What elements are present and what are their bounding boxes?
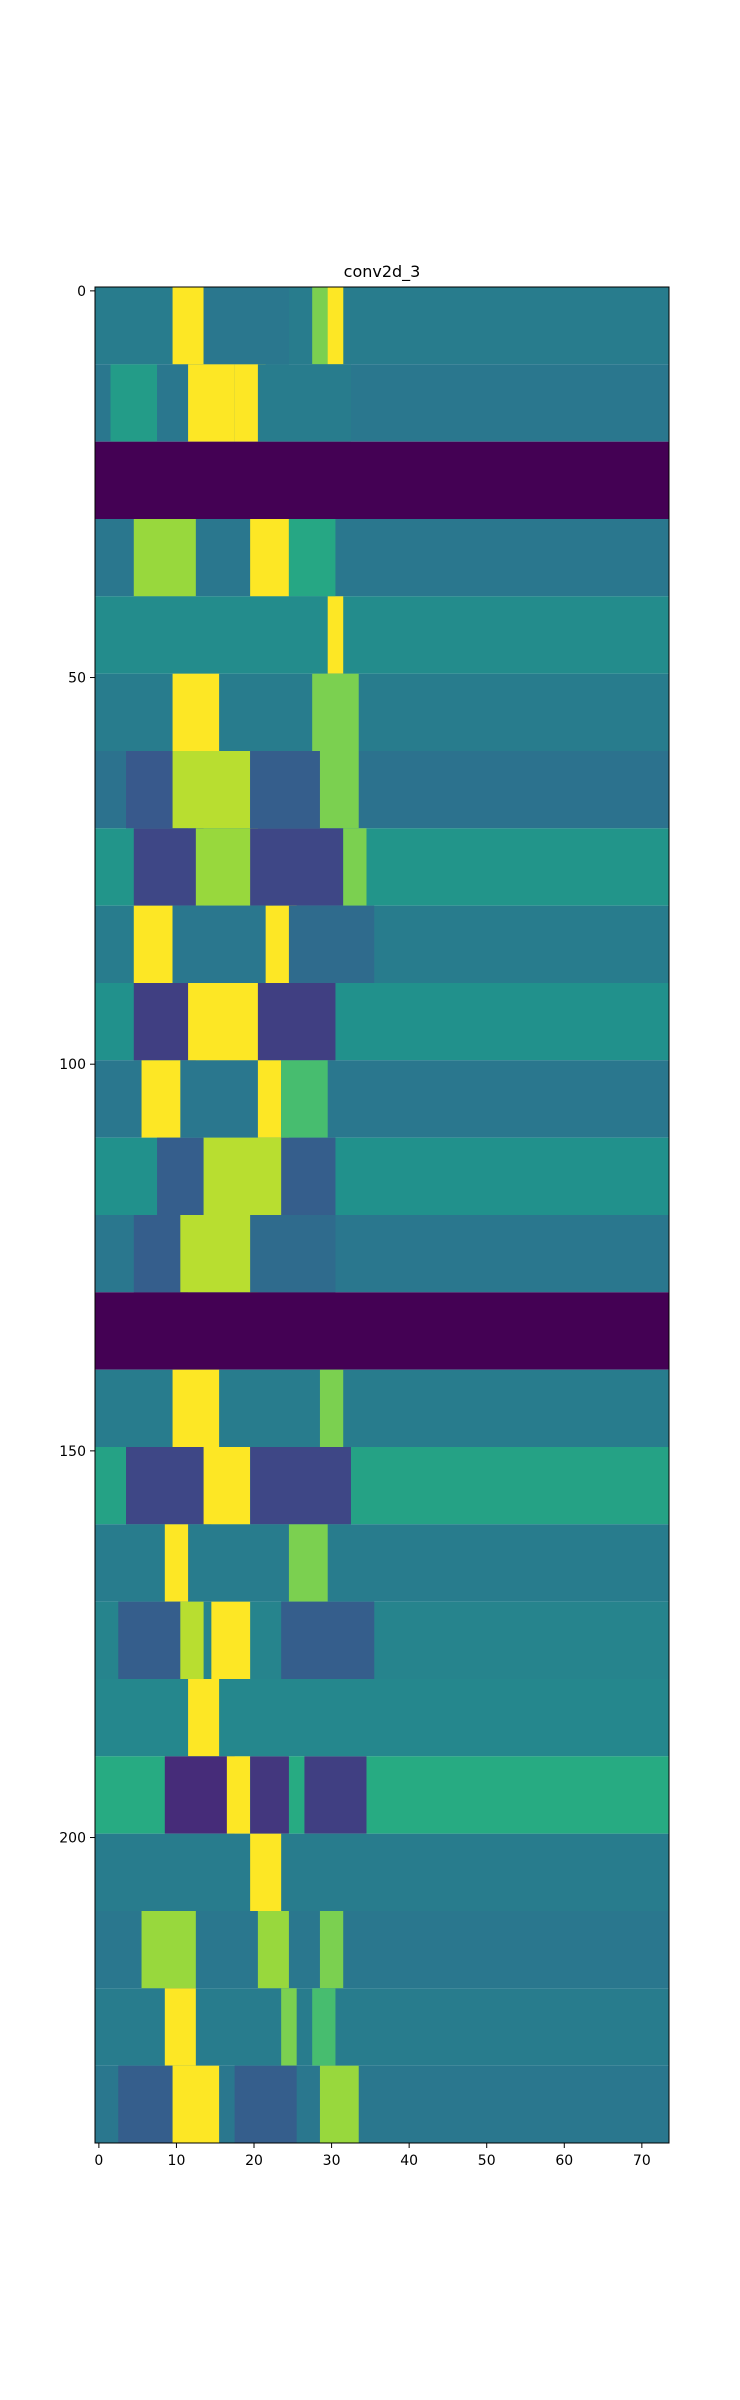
- x-tick-label: 70: [633, 2153, 651, 2169]
- y-tick-label: 100: [59, 1057, 86, 1073]
- heatmap-cell-block-0-1: [203, 287, 289, 365]
- x-tick-label: 10: [168, 2153, 186, 2169]
- heatmap-cell-block-12-2: [250, 1215, 336, 1293]
- heatmap-cell-block-19-0: [164, 1756, 235, 1834]
- heatmap-cell-block-19-3: [304, 1756, 367, 1834]
- heatmap-cell-block-11-2: [281, 1137, 336, 1215]
- heatmap-cell-block-17-3: [281, 1601, 375, 1679]
- heatmap-cell-block-3-2: [288, 519, 336, 597]
- x-tick-label: 40: [400, 2153, 418, 2169]
- x-tick-label: 20: [245, 2153, 263, 2169]
- heatmap-cell-block-17-0: [118, 1601, 181, 1679]
- heatmap-cell-block-19-2: [250, 1756, 289, 1834]
- heatmap-cell-block-6-1: [172, 751, 251, 829]
- heatmap-cell-block-23-1: [172, 2065, 220, 2143]
- heatmap-cell-block-10-2: [281, 1060, 328, 1138]
- heatmap-cell-block-3-0: [133, 519, 196, 597]
- heatmap-cell-block-21-1: [257, 1911, 289, 1989]
- heatmap-band-1: [95, 364, 669, 442]
- heatmap-band-16: [95, 1524, 669, 1602]
- heatmap-cell-block-23-3: [319, 2065, 359, 2143]
- heatmap-band-2: [95, 441, 669, 519]
- heatmap-cell-block-14-1: [319, 1369, 344, 1447]
- heatmap-band-10: [95, 1060, 669, 1138]
- heatmap-cell-block-15-0: [126, 1447, 212, 1525]
- heatmap-cells: [95, 287, 669, 2143]
- heatmap-cell-block-19-1: [226, 1756, 251, 1834]
- heatmap-cell-block-5-1: [312, 673, 359, 751]
- heatmap-band-4: [95, 596, 669, 674]
- y-tick-label: 200: [59, 1831, 86, 1847]
- heatmap-cell-block-21-0: [141, 1911, 196, 1989]
- heatmap-cell-block-23-0: [118, 2065, 173, 2143]
- heatmap-cell-block-9-1: [188, 983, 266, 1061]
- heatmap-cell-block-0-3: [327, 287, 344, 365]
- heatmap-cell-block-1-3: [257, 364, 351, 442]
- x-tick-label: 50: [478, 2153, 496, 2169]
- heatmap-cell-block-8-1: [172, 905, 274, 983]
- heatmap-cell-block-10-1: [257, 1060, 282, 1138]
- heatmap-cell-block-7-1: [195, 828, 258, 906]
- y-axis-ticks: 0 50 100 150 200: [59, 284, 95, 1847]
- y-tick-label: 0: [77, 284, 86, 300]
- heatmap-cell-block-22-0: [164, 1988, 196, 2066]
- x-tick-label: 0: [94, 2153, 103, 2169]
- heatmap-cell-block-9-0: [133, 983, 196, 1061]
- heatmap-cell-block-11-0: [157, 1137, 204, 1215]
- heatmap-cell-block-16-0: [164, 1524, 189, 1602]
- heatmap-cell-block-17-1: [180, 1601, 204, 1679]
- x-tick-label: 60: [555, 2153, 573, 2169]
- heatmap-cell-block-17-2: [211, 1601, 251, 1679]
- heatmap-cell-block-14-0: [172, 1369, 220, 1447]
- heatmap-cell-block-6-3: [319, 751, 359, 829]
- y-tick-label: 50: [68, 671, 86, 687]
- heatmap-cell-block-10-0: [141, 1060, 181, 1138]
- heatmap-cell-block-12-1: [180, 1215, 258, 1293]
- y-tick-label: 150: [59, 1444, 86, 1460]
- heatmap-band-18: [95, 1679, 669, 1757]
- heatmap-cell-block-6-2: [250, 751, 328, 829]
- heatmap-cell-block-16-1: [288, 1524, 328, 1602]
- heatmap-cell-block-11-1: [203, 1137, 289, 1215]
- heatmap-cell-block-8-3: [288, 905, 375, 983]
- heatmap-cell-block-15-2: [250, 1447, 351, 1525]
- heatmap-cell-block-0-0: [172, 287, 204, 365]
- heatmap-cell-block-4-0: [327, 596, 344, 674]
- x-tick-label: 30: [323, 2153, 341, 2169]
- heatmap-cell-block-20-0: [250, 1833, 282, 1911]
- heatmap-cell-block-7-3: [343, 828, 367, 906]
- heatmap-cell-block-12-0: [133, 1215, 189, 1293]
- heatmap-cell-block-1-1: [188, 364, 235, 442]
- heatmap-cell-block-9-2: [257, 983, 336, 1061]
- heatmap-cell-block-21-2: [319, 1911, 344, 1989]
- heatmap-cell-block-22-2: [312, 1988, 336, 2066]
- heatmap-band-20: [95, 1833, 669, 1911]
- heatmap-cell-block-23-2: [234, 2065, 297, 2143]
- heatmap-cell-block-8-0: [133, 905, 173, 983]
- heatmap-cell-block-3-1: [250, 519, 289, 597]
- heatmap-cell-block-1-0: [110, 364, 158, 442]
- heatmap-cell-block-7-2: [250, 828, 344, 906]
- heatmap-cell-block-15-1: [203, 1447, 251, 1525]
- chart-title: conv2d_3: [344, 262, 421, 282]
- axes-frame: [94, 286, 670, 2144]
- heatmap-cell-block-7-0: [133, 828, 204, 906]
- heatmap-band-13: [95, 1292, 669, 1370]
- heatmap-cell-block-5-0: [172, 673, 220, 751]
- heatmap-cell-block-18-0: [188, 1679, 220, 1757]
- heatmap-cell-block-22-1: [281, 1988, 297, 2066]
- x-axis-ticks: 0 10 20 30 40 50 60 70: [94, 2143, 651, 2169]
